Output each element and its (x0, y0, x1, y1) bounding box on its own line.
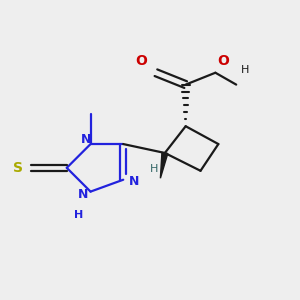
Text: O: O (217, 54, 229, 68)
Text: N: N (128, 175, 139, 188)
Text: H: H (241, 65, 249, 75)
Polygon shape (160, 152, 168, 178)
Text: S: S (13, 161, 23, 175)
Text: H: H (74, 210, 83, 220)
Text: N: N (78, 188, 88, 201)
Text: H: H (150, 164, 159, 174)
Text: O: O (135, 54, 147, 68)
Text: N: N (81, 133, 91, 146)
